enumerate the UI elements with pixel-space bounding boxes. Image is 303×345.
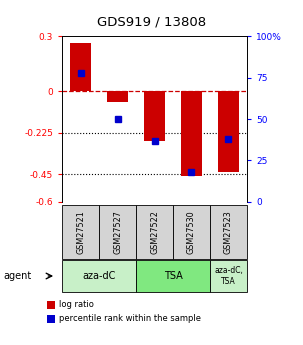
Text: percentile rank within the sample: percentile rank within the sample <box>59 314 201 323</box>
Bar <box>144 91 165 141</box>
Bar <box>181 91 202 176</box>
Text: TSA: TSA <box>164 271 182 281</box>
Bar <box>70 43 91 91</box>
Text: GSM27521: GSM27521 <box>76 210 85 254</box>
Text: aza-dC,
TSA: aza-dC, TSA <box>214 266 243 286</box>
Text: GSM27527: GSM27527 <box>113 210 122 254</box>
Text: log ratio: log ratio <box>59 300 94 309</box>
Text: agent: agent <box>3 271 31 281</box>
Bar <box>218 91 239 172</box>
Text: GSM27522: GSM27522 <box>150 210 159 254</box>
Text: GDS919 / 13808: GDS919 / 13808 <box>97 16 206 29</box>
Text: GSM27530: GSM27530 <box>187 210 196 254</box>
Text: aza-dC: aza-dC <box>82 271 116 281</box>
Text: GSM27523: GSM27523 <box>224 210 233 254</box>
Bar <box>107 91 128 101</box>
